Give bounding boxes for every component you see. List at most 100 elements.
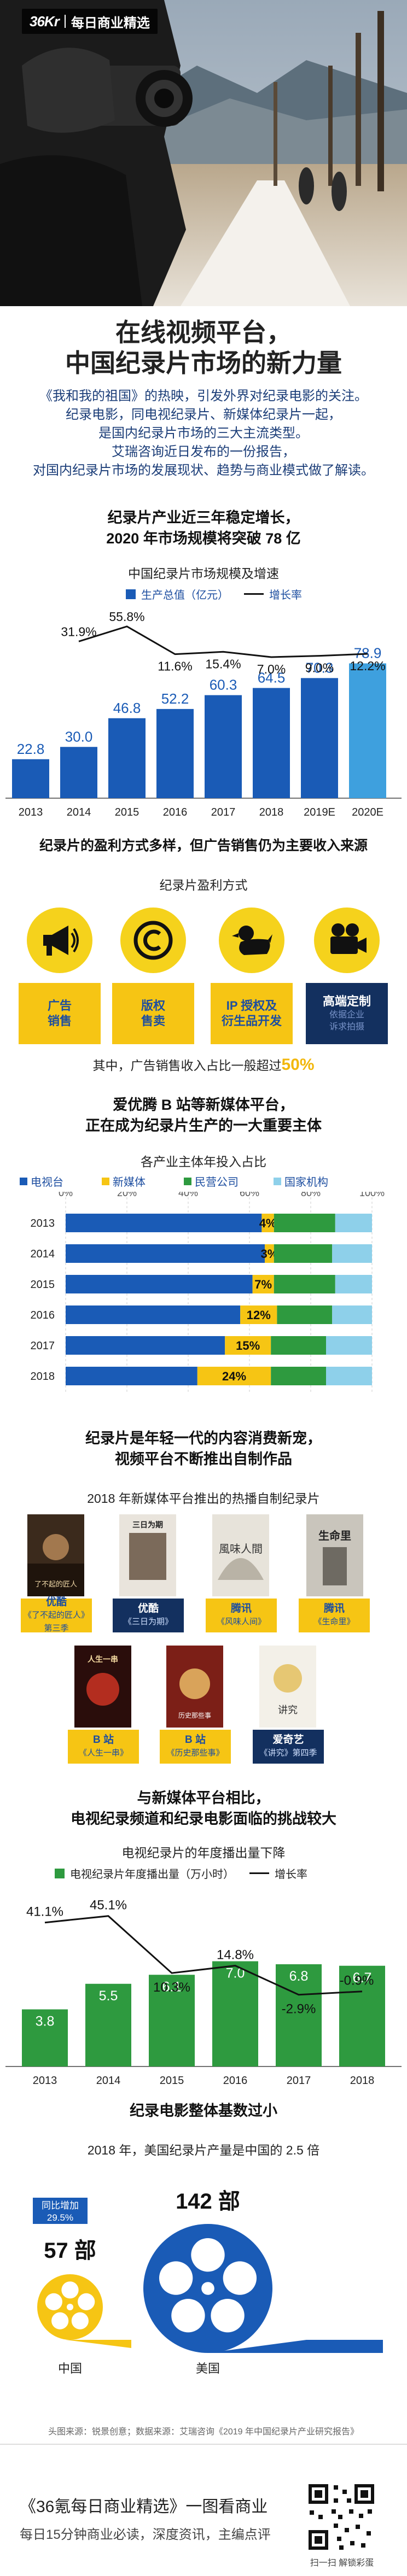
caption-three-days: 优酷 《三日为期》 xyxy=(113,1599,184,1632)
china-reel-hole xyxy=(61,2281,79,2299)
segment-国家机构 xyxy=(326,1336,372,1355)
brand-divider xyxy=(64,15,66,28)
section2-heading: 纪录片的盈利方式多样，但广告销售仍为主要收入来源 xyxy=(39,838,368,853)
ad-share-prefix: 其中，广告销售收入占比一般超过 xyxy=(92,1058,282,1073)
x-tick-label: 40% xyxy=(178,1192,198,1198)
bar xyxy=(60,747,97,798)
us-reel-hole xyxy=(171,2298,205,2333)
page-title-line1: 在线视频平台， xyxy=(115,318,292,347)
camera-icon xyxy=(314,908,380,973)
growth-rate-label: -0.9% xyxy=(340,1974,374,1988)
segment-国家机构 xyxy=(332,1305,372,1324)
profit-model-copyright-label2: 售卖 xyxy=(141,1014,165,1028)
bar-value-label: 30.0 xyxy=(65,728,93,745)
section5-heading-line2: 电视纪录频道和纪录电影面临的挑战较大 xyxy=(71,1811,336,1827)
swatch-newmedia xyxy=(102,1177,109,1185)
qr-code[interactable] xyxy=(306,2482,376,2552)
growth-badge-label: 同比增加 xyxy=(42,2200,79,2211)
caption-life-on-skewer: B 站 《人生一串》 xyxy=(68,1730,139,1764)
stack-legend-newmedia: 新媒体 xyxy=(102,1173,146,1189)
bar xyxy=(108,718,146,798)
new-media-share-label: 12% xyxy=(247,1308,271,1322)
x-tick-label: 2018 xyxy=(259,806,284,818)
x-tick-label: 2013 xyxy=(19,806,43,818)
china-reel-hole xyxy=(51,2312,69,2329)
output-compare-subtitle: 2018 年，美国纪录片产量是中国的 2.5 倍 xyxy=(87,2143,320,2157)
profit-model-copyright-label1: 版权 xyxy=(141,999,165,1012)
profit-model-custom-note1: 依据企业 xyxy=(329,1010,364,1020)
caption-three-days-platform: 优酷 xyxy=(137,1603,159,1614)
china-reel-hole xyxy=(45,2293,62,2310)
poster-life: 生命里 xyxy=(306,1514,363,1596)
poster-life-on-skewer: 人生一串 xyxy=(74,1646,131,1728)
intro-line-2: 纪录电影，同电视纪录片、新媒体纪录片一起， xyxy=(66,407,341,422)
growth-rate-label: 45.1% xyxy=(90,1898,127,1913)
hero-image: 36Kr 每日商业精选 xyxy=(0,0,407,306)
page-title-line2: 中国纪录片市场的新力量 xyxy=(65,349,342,377)
ad-share-value: 50% xyxy=(281,1056,315,1074)
new-media-share-label: 24% xyxy=(222,1369,246,1383)
china-reel-tail xyxy=(66,2340,131,2348)
segment-国家机构 xyxy=(335,1214,372,1232)
y-tick-label: 2014 xyxy=(31,1248,55,1260)
us-reel-tail xyxy=(208,2340,383,2353)
profit-model-ad-label2: 销售 xyxy=(47,1014,72,1028)
growth-badge-value: 29.5% xyxy=(47,2212,73,2223)
poster-flavorful-world: 風味人間 xyxy=(212,1514,269,1596)
caption-jiangjiu-platform: 爱奇艺 xyxy=(272,1734,304,1746)
brand-name: 每日商业精选 xyxy=(71,15,150,31)
caption-life: 腾讯 《生命里》 xyxy=(299,1599,370,1632)
bar-value-label: 6.8 xyxy=(289,1969,309,1984)
intro-line-1: 《我和我的祖国》的热映，引发外界对纪录电影的关注。 xyxy=(39,389,368,403)
poster-history-things-text: 历史那些事 xyxy=(178,1712,211,1719)
china-value-label: 57 部 xyxy=(44,2239,96,2263)
swatch-state xyxy=(274,1177,281,1185)
growth-line xyxy=(44,1915,363,1996)
section1-heading-line1: 纪录片产业近三年稳定增长， xyxy=(107,510,300,526)
stack-legend-private: 民营公司 xyxy=(184,1173,239,1189)
tv-broadcast-chart: 3.820135.520146.120157.020166.820176.720… xyxy=(5,1898,402,2087)
bar-value-label: 22.8 xyxy=(17,741,45,757)
market-size-chart: 22.8 2013 30.0 2014 46.8 2015 52.2 2016 60.3 2017… xyxy=(5,610,402,818)
bar xyxy=(205,695,242,798)
segment-新媒体 xyxy=(261,1214,274,1232)
caption-history-things: B 站 《历史那些事》 xyxy=(160,1730,231,1764)
tv-legend-bar-swatch xyxy=(55,1868,65,1878)
growth-rate-label: 7.0% xyxy=(257,662,286,676)
us-reel-hole xyxy=(211,2298,245,2333)
new-media-share-label: 15% xyxy=(236,1339,260,1353)
poster-jiangjiu-text: 讲究 xyxy=(278,1705,298,1716)
tv-legend-line-label: 增长率 xyxy=(275,1869,307,1881)
bar-value-label: 5.5 xyxy=(99,1988,118,2004)
section3-heading-line1: 爱优腾 B 站等新媒体平台， xyxy=(113,1097,294,1113)
y-tick-label: 2015 xyxy=(31,1279,55,1291)
poster-life-on-skewer-text: 人生一串 xyxy=(88,1655,118,1664)
bar xyxy=(22,2009,68,2066)
segment-国家机构 xyxy=(326,1367,372,1385)
poster-three-days: 三日为期 xyxy=(119,1514,176,1596)
y-tick-label: 2017 xyxy=(31,1340,55,1352)
caption-craftsman: 优酷 《了不起的匠人》第三季 xyxy=(21,1596,92,1633)
growth-rate-label: 15.4% xyxy=(205,657,241,671)
caption-flavorful-world: 腾讯 《风味人间》 xyxy=(206,1599,277,1632)
bar-value-label: 78.9 xyxy=(354,645,382,661)
new-media-share-label: 4% xyxy=(259,1216,277,1230)
x-tick-label: 2017 xyxy=(211,806,236,818)
x-tick-label: 2014 xyxy=(96,2075,121,2087)
swatch-private xyxy=(184,1177,191,1185)
section4-heading-line1: 纪录片是年轻一代的内容消费新宠， xyxy=(85,1430,322,1447)
segment-新媒体 xyxy=(252,1275,274,1293)
segment-新媒体 xyxy=(240,1305,277,1324)
stack-chart-subtitle: 各产业主体年投入占比 xyxy=(141,1155,266,1169)
segment-电视台 xyxy=(66,1367,197,1385)
growth-rate-label: 41.1% xyxy=(26,1905,63,1919)
x-tick-label: 2016 xyxy=(163,806,188,818)
growth-rate-label: 11.6% xyxy=(158,659,193,674)
poster-life-text: 生命里 xyxy=(318,1529,351,1542)
bar xyxy=(301,678,338,798)
segment-民营公司 xyxy=(277,1305,333,1324)
x-tick-label: 0% xyxy=(59,1192,73,1198)
segment-民营公司 xyxy=(274,1275,335,1293)
footer-title: 《36氪每日商业精选》一图看商业 xyxy=(20,2498,268,2516)
caption-three-days-title: 《三日为期》 xyxy=(123,1617,173,1626)
